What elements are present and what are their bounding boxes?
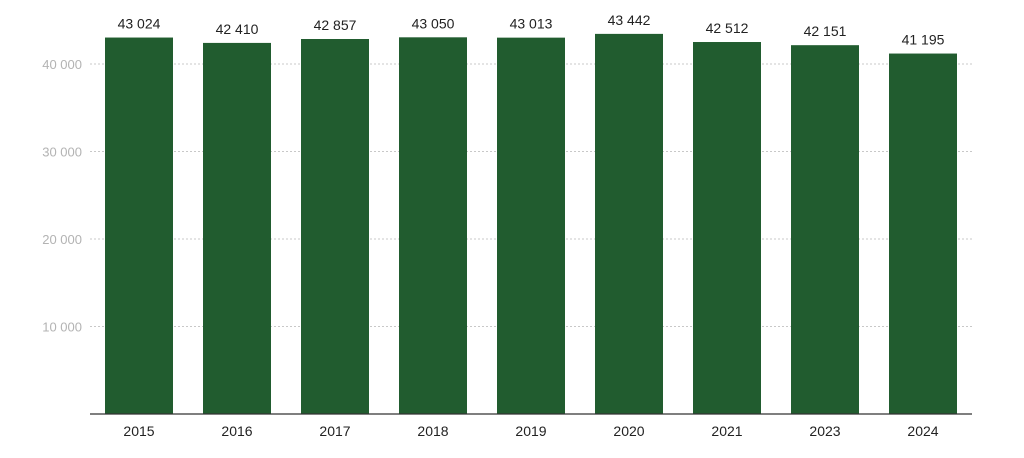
x-tick-label: 2015 <box>123 423 154 439</box>
data-label: 42 857 <box>314 17 357 33</box>
bar-2020 <box>595 33 663 414</box>
bar-2023 <box>791 45 859 415</box>
x-tick-label: 2018 <box>417 423 448 439</box>
bar-2018 <box>399 37 467 414</box>
data-label: 41 195 <box>902 32 945 48</box>
y-tick-label: 20 000 <box>42 232 82 247</box>
data-label: 43 050 <box>412 15 455 31</box>
data-label: 42 151 <box>804 23 847 39</box>
y-tick-label: 10 000 <box>42 320 82 335</box>
data-label: 43 013 <box>510 16 553 32</box>
bar-2019 <box>497 37 565 414</box>
data-label: 43 442 <box>608 12 651 28</box>
x-axis-ticks: 2015 2016 2017 2018 2019 2020 2021 2023 2024 <box>123 423 938 439</box>
data-label: 42 512 <box>706 20 749 36</box>
y-axis-ticks: 10 000 20 000 30 000 40 000 <box>42 57 82 335</box>
bar-2015 <box>105 37 173 414</box>
data-label: 42 410 <box>216 21 259 37</box>
x-tick-label: 2023 <box>809 423 840 439</box>
data-label: 43 024 <box>118 16 161 32</box>
x-tick-label: 2024 <box>907 423 938 439</box>
data-labels: 43 024 42 410 42 857 43 050 43 013 43 442 42 5… <box>116 10 946 49</box>
bar-2016 <box>203 42 271 414</box>
x-tick-label: 2021 <box>711 423 742 439</box>
x-tick-label: 2017 <box>319 423 350 439</box>
x-tick-label: 2016 <box>221 423 252 439</box>
bar-2021 <box>693 42 761 415</box>
bar-2017 <box>301 39 369 414</box>
x-tick-label: 2019 <box>515 423 546 439</box>
y-tick-label: 40 000 <box>42 57 82 72</box>
bars <box>105 33 957 415</box>
x-tick-label: 2020 <box>613 423 644 439</box>
bar-2024 <box>889 53 957 414</box>
y-tick-label: 30 000 <box>42 145 82 160</box>
